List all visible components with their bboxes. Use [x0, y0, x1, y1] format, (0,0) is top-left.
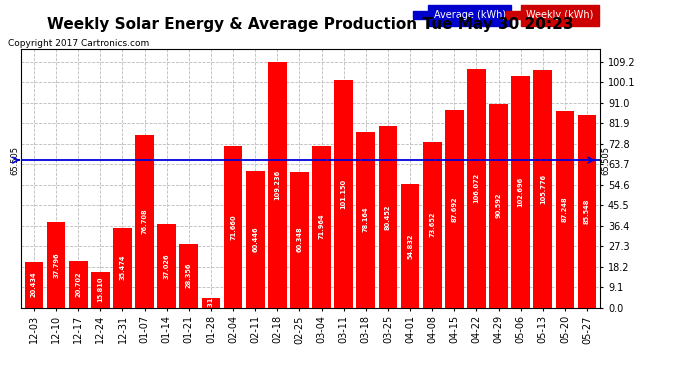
Text: 102.696: 102.696 — [518, 177, 524, 207]
Bar — [268, 62, 287, 308]
Bar — [489, 104, 508, 308]
Bar — [511, 76, 530, 308]
Bar — [246, 171, 264, 308]
Text: 109.236: 109.236 — [275, 170, 280, 200]
Text: 15.810: 15.810 — [97, 277, 104, 303]
Bar — [290, 172, 309, 308]
Text: 35.474: 35.474 — [119, 255, 126, 280]
Bar — [578, 115, 596, 308]
Text: 60.446: 60.446 — [252, 226, 258, 252]
Text: 65.505: 65.505 — [10, 146, 19, 175]
Text: 20.434: 20.434 — [31, 272, 37, 297]
Text: 71.660: 71.660 — [230, 214, 236, 240]
Text: 60.348: 60.348 — [297, 227, 302, 252]
Bar — [334, 80, 353, 308]
Bar — [312, 146, 331, 308]
Legend: Average (kWh), Weekly (kWh): Average (kWh), Weekly (kWh) — [411, 8, 595, 22]
Bar — [201, 298, 220, 307]
Bar — [533, 69, 552, 308]
Text: 73.652: 73.652 — [429, 212, 435, 237]
Text: 85.548: 85.548 — [584, 199, 590, 224]
Text: 37.796: 37.796 — [53, 252, 59, 278]
Text: 80.452: 80.452 — [385, 204, 391, 230]
Bar — [555, 111, 574, 308]
Text: 78.164: 78.164 — [363, 207, 369, 232]
Bar — [113, 228, 132, 308]
Text: 105.776: 105.776 — [540, 174, 546, 204]
Bar — [467, 69, 486, 308]
Bar — [179, 244, 198, 308]
Text: 20.702: 20.702 — [75, 272, 81, 297]
Text: 87.692: 87.692 — [451, 196, 457, 222]
Bar — [423, 142, 442, 308]
Text: 37.026: 37.026 — [164, 253, 170, 279]
Text: 71.964: 71.964 — [319, 214, 324, 239]
Bar — [25, 261, 43, 308]
Text: 65.505: 65.505 — [602, 146, 611, 175]
Text: 101.150: 101.150 — [341, 178, 346, 209]
Bar — [224, 146, 242, 308]
Bar — [401, 184, 420, 308]
Bar — [379, 126, 397, 308]
Bar — [91, 272, 110, 308]
Text: 54.832: 54.832 — [407, 233, 413, 259]
Text: Weekly Solar Energy & Average Production Tue May 30 20:23: Weekly Solar Energy & Average Production… — [47, 17, 574, 32]
Text: 28.356: 28.356 — [186, 263, 192, 288]
Text: 90.592: 90.592 — [495, 193, 502, 218]
Text: 106.072: 106.072 — [473, 173, 480, 203]
Bar — [47, 222, 66, 308]
Text: 4.312: 4.312 — [208, 292, 214, 313]
Text: Copyright 2017 Cartronics.com: Copyright 2017 Cartronics.com — [8, 39, 150, 48]
Text: 76.708: 76.708 — [141, 209, 148, 234]
Bar — [157, 224, 176, 308]
Text: 87.248: 87.248 — [562, 196, 568, 222]
Bar — [357, 132, 375, 308]
Bar — [445, 110, 464, 308]
Bar — [69, 261, 88, 308]
Bar — [135, 135, 154, 308]
